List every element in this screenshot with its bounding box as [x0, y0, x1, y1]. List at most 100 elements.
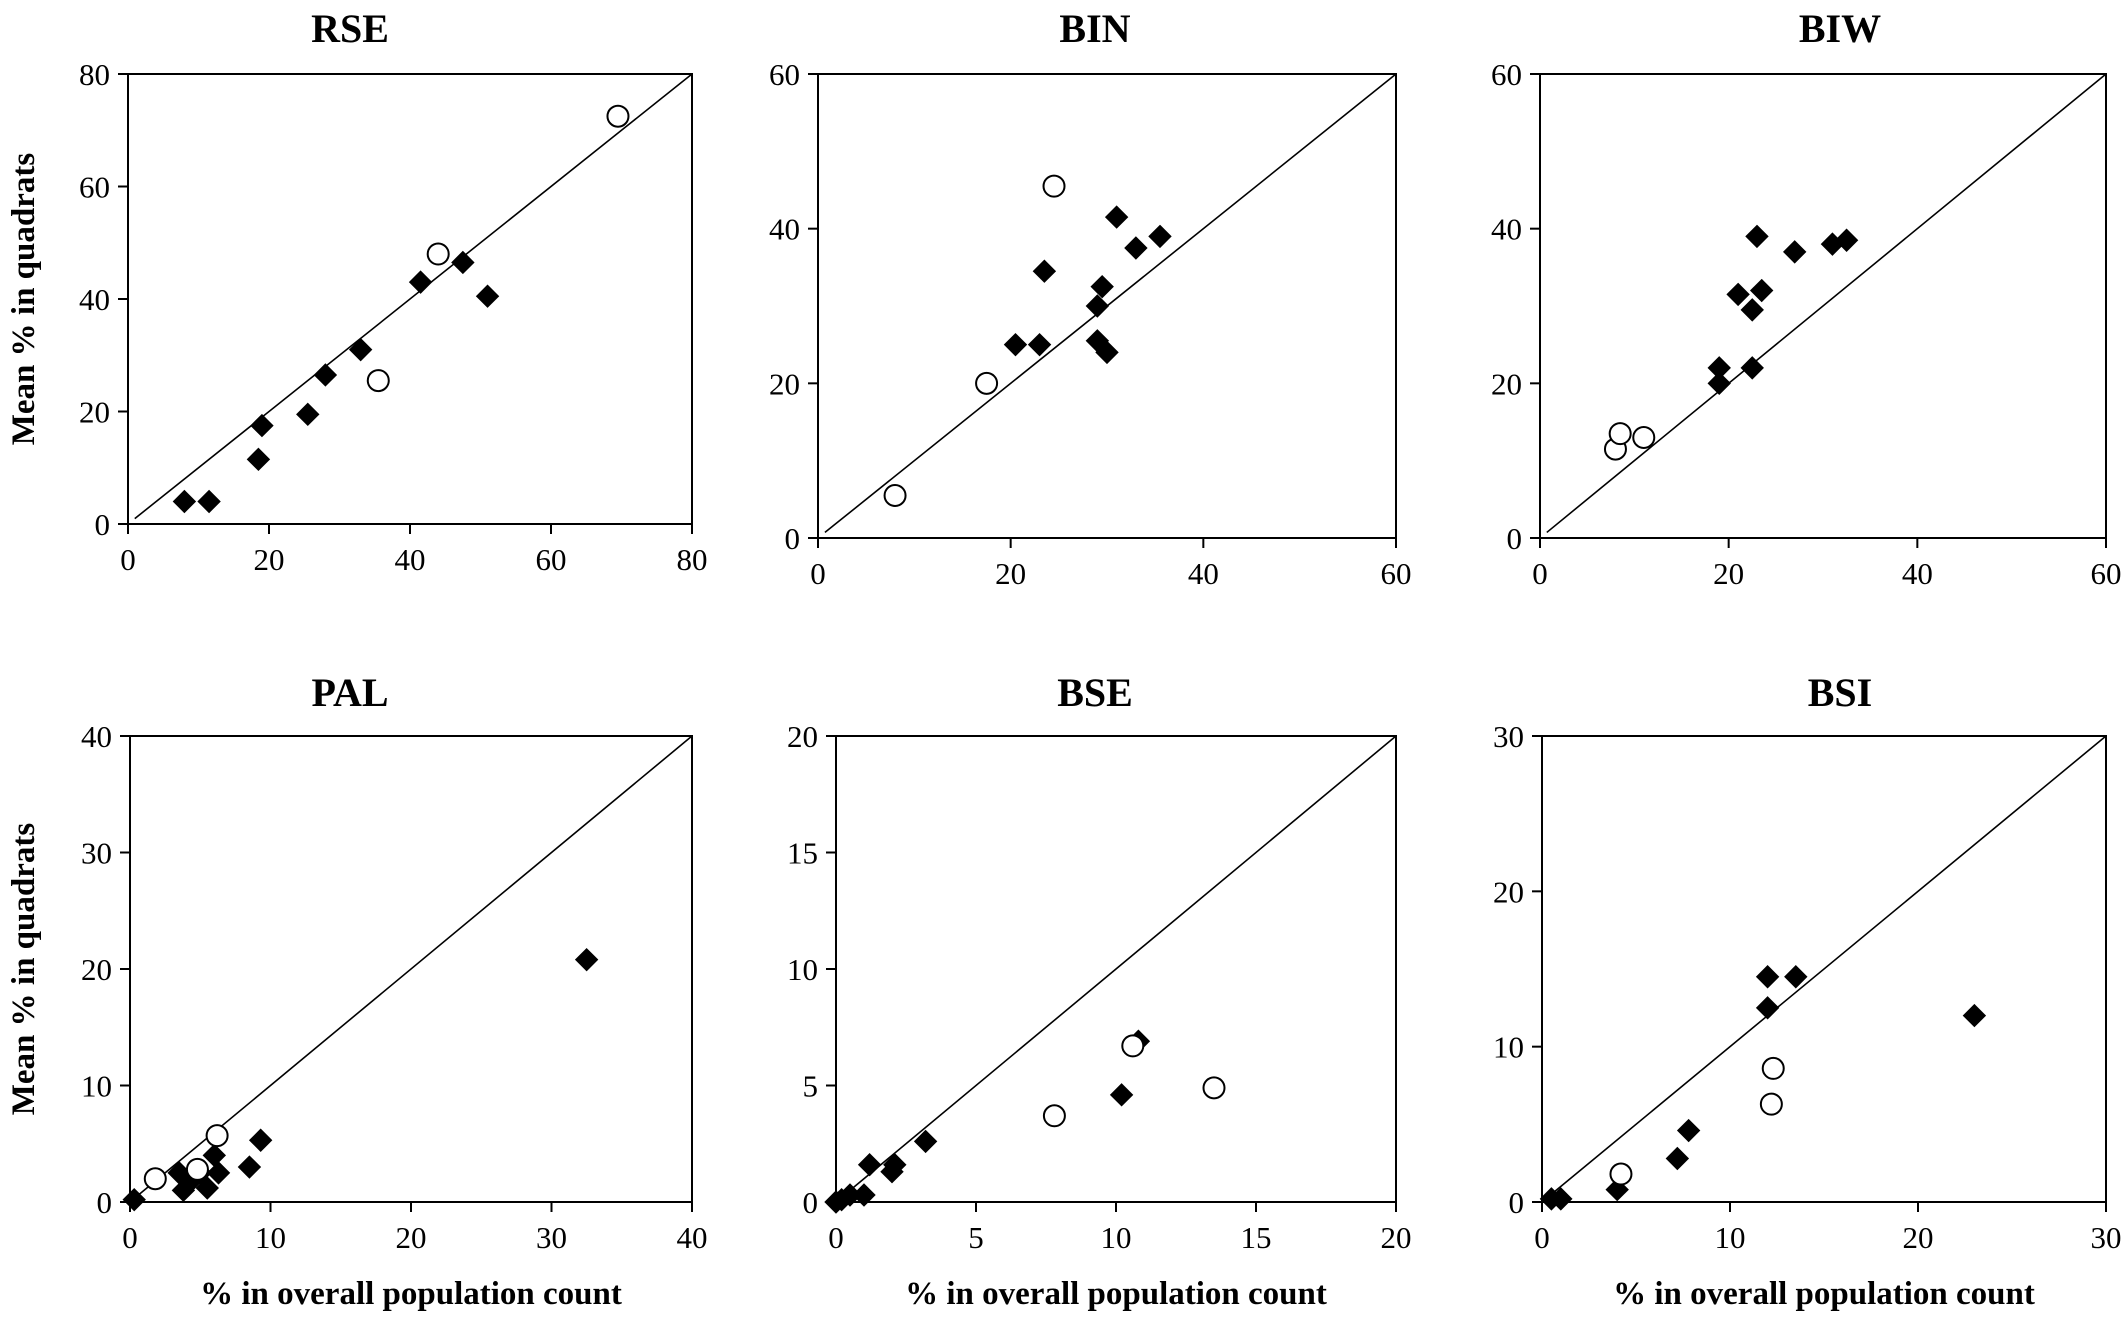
filled-diamond-point — [1740, 356, 1764, 380]
one-to-one-line — [842, 735, 1397, 1198]
panel-bin: BIN 0 20 40 60 0 20 40 60 — [769, 6, 1412, 591]
y-tick-label: 40 — [1491, 212, 1522, 247]
filled-diamond-point — [1104, 205, 1129, 229]
filled-diamond-point — [313, 363, 338, 387]
panel-biw: BIW 0 20 40 60 0 20 40 60 — [1491, 6, 2122, 591]
open-circle-point — [1759, 1092, 1783, 1116]
filled-diamond-point — [1755, 996, 1780, 1020]
filled-diamond-point — [206, 1161, 231, 1185]
filled-diamond-point — [1027, 332, 1052, 357]
filled-diamond-point — [1676, 1118, 1701, 1143]
x-tick-label: 80 — [677, 542, 708, 577]
filled-diamond-point — [1665, 1146, 1690, 1171]
filled-diamond-point — [1707, 371, 1731, 396]
filled-diamond-point — [122, 1187, 146, 1212]
x-tick-label: 30 — [2091, 1220, 2122, 1255]
open-circle-point — [1632, 425, 1656, 449]
x-tick-label: 15 — [1241, 1220, 1272, 1255]
plot-area — [817, 73, 1397, 539]
filled-diamond-point — [1749, 278, 1774, 303]
open-circle-point — [1608, 422, 1632, 446]
filled-diamond-point — [1784, 965, 1808, 989]
y-tick-label: 40 — [81, 719, 112, 754]
one-to-one-line — [136, 735, 693, 1198]
open-circle-point — [205, 1124, 229, 1148]
x-tick-label: 60 — [536, 542, 567, 577]
x-axis-title: % in overall population count — [905, 1276, 1327, 1312]
open-circle-point — [1202, 1076, 1226, 1100]
filled-diamond-point — [1962, 1003, 1987, 1028]
open-circle-point — [426, 242, 450, 266]
filled-diamond-point — [1745, 224, 1769, 249]
filled-diamond-point — [1109, 1083, 1134, 1107]
x-tick-label: 60 — [1381, 556, 1412, 591]
x-tick-label: 0 — [120, 542, 136, 577]
x-tick-label: 5 — [968, 1220, 984, 1255]
x-axis-title: % in overall population count — [200, 1276, 622, 1312]
y-tick-label: 0 — [1507, 521, 1523, 556]
one-to-one-line — [134, 73, 693, 520]
y-axis-title: Mean % in quadrats — [6, 823, 42, 1116]
y-tick-label: 20 — [1491, 366, 1522, 401]
filled-diamond-point — [197, 489, 221, 514]
filled-diamond-point — [1755, 965, 1780, 989]
y-tick-label: 0 — [803, 1185, 819, 1220]
open-circle-point — [1042, 174, 1066, 198]
y-tick-label: 60 — [79, 170, 110, 205]
x-axis-title: % in overall population count — [1613, 1276, 2035, 1312]
one-to-one-line — [1546, 73, 2107, 534]
y-tick-label: 20 — [1493, 874, 1524, 909]
filled-diamond-point — [1707, 356, 1731, 380]
x-tick-label: 40 — [395, 542, 426, 577]
x-tick-label: 0 — [1534, 1220, 1550, 1255]
panel-title: BIN — [1059, 6, 1130, 51]
y-tick-label: 0 — [1509, 1185, 1525, 1220]
x-tick-label: 10 — [255, 1220, 286, 1255]
filled-diamond-point — [237, 1155, 262, 1179]
one-to-one-line — [1548, 735, 2107, 1198]
filled-diamond-point — [913, 1129, 938, 1154]
open-circle-point — [883, 483, 907, 507]
x-tick-label: 20 — [1381, 1220, 1412, 1255]
open-circle-point — [143, 1167, 167, 1191]
open-circle-point — [1761, 1056, 1785, 1080]
panel-bse: BSE 0 5 10 15 20 0 5 10 15 20 % in overall populati… — [787, 670, 1412, 1312]
filled-diamond-point — [1549, 1187, 1573, 1211]
filled-diamond-point — [296, 402, 320, 427]
panel-title: RSE — [311, 6, 389, 51]
panel-title: BSI — [1808, 670, 1873, 715]
open-circle-point — [366, 369, 390, 393]
x-tick-label: 30 — [536, 1220, 567, 1255]
x-tick-label: 40 — [1902, 556, 1933, 591]
open-circle-point — [1121, 1034, 1145, 1058]
panel-title: BSE — [1057, 670, 1133, 715]
y-tick-label: 20 — [769, 366, 800, 401]
x-tick-label: 40 — [677, 1220, 708, 1255]
filled-diamond-point — [1003, 332, 1028, 357]
y-tick-label: 60 — [769, 57, 800, 92]
y-tick-label: 10 — [1493, 1030, 1524, 1065]
panel-rse: RSE 0 20 40 60 80 0 20 40 60 80 Mean % in quadrats — [6, 6, 708, 577]
y-tick-label: 20 — [79, 395, 110, 430]
filled-diamond-point — [1834, 228, 1859, 252]
y-tick-label: 15 — [787, 836, 818, 871]
plot-area — [1541, 735, 2107, 1203]
filled-diamond-point — [883, 1153, 907, 1177]
x-tick-label: 0 — [810, 556, 826, 591]
x-tick-label: 20 — [1713, 556, 1744, 591]
x-tick-label: 10 — [1101, 1220, 1132, 1255]
filled-diamond-point — [248, 1128, 273, 1152]
y-tick-label: 30 — [1493, 719, 1524, 754]
filled-diamond-point — [408, 270, 433, 294]
y-tick-label: 30 — [81, 836, 112, 871]
x-tick-label: 0 — [1532, 556, 1548, 591]
y-tick-label: 10 — [787, 952, 818, 987]
filled-diamond-point — [348, 337, 373, 362]
y-tick-label: 80 — [79, 57, 110, 92]
filled-diamond-point — [195, 1176, 219, 1200]
filled-diamond-point — [1782, 240, 1807, 264]
x-tick-label: 0 — [122, 1220, 138, 1255]
y-tick-label: 20 — [787, 719, 818, 754]
y-tick-label: 0 — [97, 1185, 113, 1220]
filled-diamond-point — [475, 284, 500, 308]
